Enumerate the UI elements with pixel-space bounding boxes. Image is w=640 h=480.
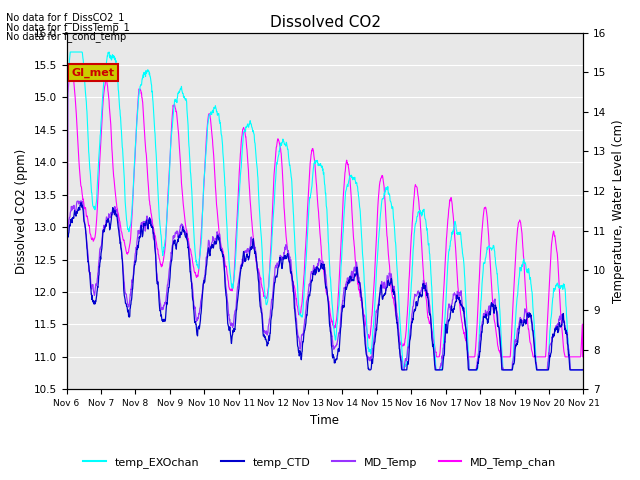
temp_EXOchan bbox=[67, 49, 74, 55]
Line: MD_Temp: MD_Temp bbox=[67, 201, 584, 370]
temp_CTD bbox=[416, 290, 424, 296]
MD_Temp bbox=[274, 263, 282, 268]
temp_CTD bbox=[173, 240, 181, 245]
temp_CTD bbox=[63, 367, 70, 373]
temp_CTD bbox=[274, 267, 282, 273]
Text: No data for f_cond_temp: No data for f_cond_temp bbox=[6, 31, 127, 42]
temp_EXOchan bbox=[257, 221, 264, 227]
temp_EXOchan bbox=[173, 95, 181, 101]
Text: GI_met: GI_met bbox=[72, 67, 115, 78]
temp_EXOchan bbox=[93, 199, 100, 205]
MD_Temp bbox=[257, 290, 264, 296]
temp_EXOchan bbox=[274, 156, 282, 162]
MD_Temp_chan bbox=[274, 136, 282, 142]
temp_EXOchan bbox=[276, 142, 284, 147]
MD_Temp bbox=[580, 367, 588, 373]
MD_Temp_chan bbox=[276, 145, 284, 151]
MD_Temp_chan bbox=[68, 62, 76, 68]
temp_CTD bbox=[257, 303, 264, 309]
temp_CTD bbox=[93, 294, 100, 300]
temp_CTD bbox=[276, 255, 284, 261]
MD_Temp_chan bbox=[173, 116, 181, 122]
MD_Temp_chan bbox=[580, 354, 588, 360]
MD_Temp_chan bbox=[93, 220, 100, 226]
temp_EXOchan bbox=[63, 367, 70, 373]
MD_Temp bbox=[63, 367, 70, 373]
MD_Temp bbox=[74, 198, 81, 204]
MD_Temp bbox=[276, 252, 284, 258]
MD_Temp_chan bbox=[257, 275, 264, 280]
MD_Temp_chan bbox=[416, 211, 424, 216]
MD_Temp_chan bbox=[63, 354, 70, 360]
Line: MD_Temp_chan: MD_Temp_chan bbox=[67, 65, 584, 357]
Y-axis label: Dissolved CO2 (ppm): Dissolved CO2 (ppm) bbox=[15, 148, 28, 274]
temp_CTD bbox=[77, 200, 84, 205]
Text: No data for f_DissTemp_1: No data for f_DissTemp_1 bbox=[6, 22, 130, 33]
Line: temp_EXOchan: temp_EXOchan bbox=[67, 52, 584, 370]
Line: temp_CTD: temp_CTD bbox=[67, 203, 584, 370]
Legend: temp_EXOchan, temp_CTD, MD_Temp, MD_Temp_chan: temp_EXOchan, temp_CTD, MD_Temp, MD_Temp… bbox=[79, 452, 561, 472]
Title: Dissolved CO2: Dissolved CO2 bbox=[269, 15, 381, 30]
Y-axis label: Temperature, Water Level (cm): Temperature, Water Level (cm) bbox=[612, 119, 625, 303]
MD_Temp bbox=[173, 229, 181, 235]
temp_CTD bbox=[580, 367, 588, 373]
MD_Temp bbox=[416, 293, 424, 299]
X-axis label: Time: Time bbox=[310, 414, 339, 427]
Text: No data for f_DissCO2_1: No data for f_DissCO2_1 bbox=[6, 12, 125, 23]
temp_EXOchan bbox=[416, 208, 424, 214]
MD_Temp bbox=[93, 283, 100, 288]
temp_EXOchan bbox=[580, 367, 588, 373]
